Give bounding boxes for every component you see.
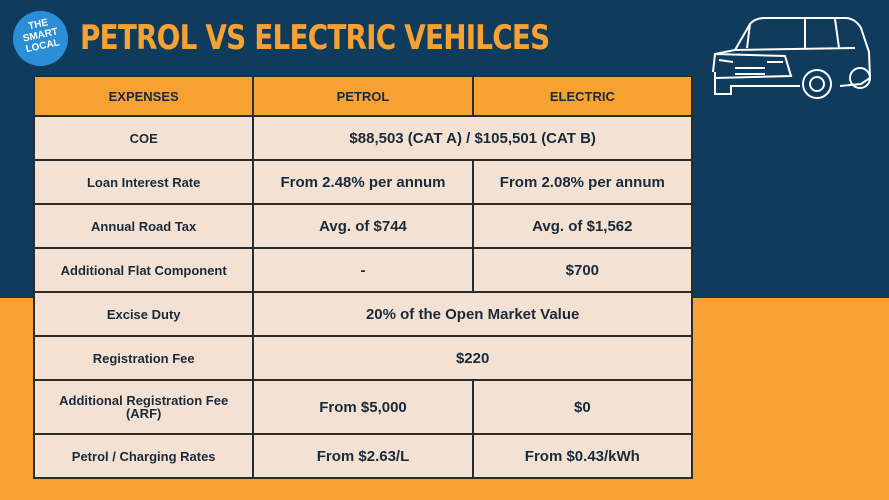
table-cell: $700 <box>471 247 694 293</box>
row-label: Petrol / Charging Rates <box>32 433 255 479</box>
title: PETROL VS ELECTRIC VEHILCES <box>80 18 550 58</box>
row-label: COE <box>32 115 255 161</box>
table-row: Annual Road Tax Avg. of $744 Avg. of $1,56… <box>32 203 694 249</box>
table-row: Loan Interest Rate From 2.48% per annum Fr… <box>32 159 694 205</box>
table-cell: Avg. of $1,562 <box>471 203 694 249</box>
row-label: Additional Registration Fee (ARF) <box>32 379 255 435</box>
logo: THE SMART LOCAL <box>13 11 68 66</box>
table-row: Registration Fee $220 <box>32 335 693 381</box>
table-row: Petrol / Charging Rates From $2.63/L From … <box>32 433 694 479</box>
table-cell: From $5,000 <box>252 379 474 435</box>
column-header: PETROL <box>252 75 474 117</box>
column-header: EXPENSES <box>32 75 255 117</box>
row-label: Excise Duty <box>32 291 255 337</box>
logo-text: THE SMART LOCAL <box>10 14 71 58</box>
row-label: Registration Fee <box>32 335 255 381</box>
table-row: Excise Duty 20% of the Open Market Value <box>32 291 693 337</box>
table-row: Additional Registration Fee (ARF) From $5… <box>32 379 694 435</box>
table-row: Additional Flat Component - $700 <box>32 247 694 293</box>
table-cell: From $2.63/L <box>252 433 474 479</box>
table-cell: $220 <box>252 335 693 381</box>
expense-table: EXPENSES PETROL ELECTRIC COE $88,503 (CAT A)… <box>32 75 694 479</box>
row-label: Loan Interest Rate <box>32 159 255 205</box>
table-cell: From 2.48% per annum <box>252 159 474 205</box>
column-header: ELECTRIC <box>471 75 694 117</box>
table-row: COE $88,503 (CAT A) / $105,501 (CAT B) <box>32 115 693 161</box>
table-cell: $88,503 (CAT A) / $105,501 (CAT B) <box>252 115 693 161</box>
table-cell: $0 <box>471 379 694 435</box>
row-label: Annual Road Tax <box>32 203 255 249</box>
table-cell: Avg. of $744 <box>252 203 474 249</box>
table-cell: - <box>252 247 474 293</box>
table-cell: 20% of the Open Market Value <box>252 291 693 337</box>
row-label: Additional Flat Component <box>32 247 255 293</box>
table-cell: From $0.43/kWh <box>471 433 694 479</box>
car-icon <box>712 17 872 99</box>
table-cell: From 2.08% per annum <box>471 159 694 205</box>
